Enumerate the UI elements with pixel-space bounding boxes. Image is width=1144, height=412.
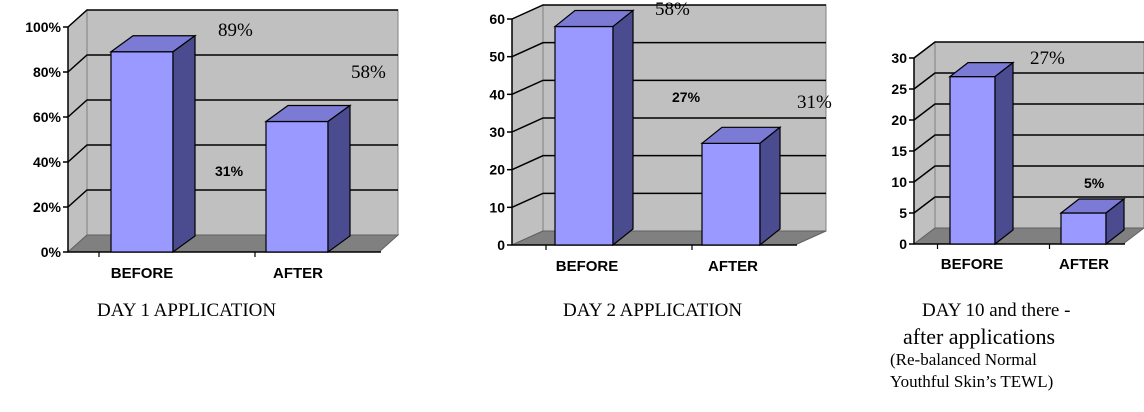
chart1-side-wall <box>67 8 88 254</box>
chart3-category-label: BEFORE <box>941 256 1004 273</box>
chart3-gridline <box>913 103 1144 121</box>
chart2-y-tick-label: 0 <box>497 237 505 253</box>
chart1-bar-before <box>110 51 174 253</box>
chart1-bar-side-before <box>172 34 196 254</box>
chart2-bar-after <box>701 142 761 246</box>
chart1-gridline <box>67 54 398 73</box>
chart1-y-tick-label: 100% <box>25 19 61 35</box>
chart3-bar-side-before <box>994 61 1014 246</box>
chart2-y-tick-label: 50 <box>489 49 505 65</box>
chart1-bar-side-after <box>327 104 351 254</box>
chart3-gridline <box>913 165 1144 183</box>
chart3-caption-line4: Youthful Skin’s TEWL) <box>890 372 1054 391</box>
chart2-y-tick-label: 10 <box>489 199 505 215</box>
chart2-gridline <box>511 4 826 20</box>
chart1-category-label: BEFORE <box>111 265 174 282</box>
chart2-y-tick-label: 40 <box>489 86 505 102</box>
chart2-caption: DAY 2 APPLICATION <box>563 300 743 321</box>
chart3-bar-before <box>949 75 996 245</box>
chart1-y-tick-label: 80% <box>33 64 62 80</box>
chart3-gridline <box>913 196 1144 214</box>
chart2-category-label: AFTER <box>708 258 758 275</box>
chart2-gridline <box>511 79 826 96</box>
chart3-y-tick-label: 20 <box>891 112 907 128</box>
chart3-y-tick-label: 15 <box>891 143 907 159</box>
chart1-y-tick-label: 0% <box>41 244 62 260</box>
chart3-annotation: 5% <box>1084 175 1105 191</box>
chart2-bar-side-before <box>612 9 634 247</box>
chart2-annotation: 58% <box>655 0 690 20</box>
chart1-bar-after <box>265 120 329 253</box>
chart3-y-tick-label: 0 <box>899 236 907 252</box>
chart3-annotation: 27% <box>1030 48 1065 69</box>
chart2-bar-side-after <box>759 126 781 247</box>
chart3-y-tick-label: 30 <box>891 50 907 66</box>
chart1-annotation: 58% <box>351 62 386 83</box>
chart1-caption: DAY 1 APPLICATION <box>97 300 277 321</box>
chart2-gridline <box>511 41 826 58</box>
chart1-gridline <box>67 9 398 28</box>
chart1-annotation: 31% <box>215 163 244 179</box>
chart2-category-label: BEFORE <box>556 258 619 275</box>
chart3-y-tick-label: 25 <box>891 81 907 97</box>
chart3-y-tick-label: 5 <box>899 205 907 221</box>
chart1-annotation: 89% <box>218 20 253 41</box>
chart3-gridline <box>913 72 1144 90</box>
chart3-bar-after <box>1060 212 1107 245</box>
chart1-y-tick-label: 20% <box>33 199 62 215</box>
chart1-y-tick-label: 60% <box>33 109 62 125</box>
chart2-y-tick-label: 60 <box>489 11 505 27</box>
chart1-category-label: AFTER <box>273 265 323 282</box>
chart3-bar-side-after <box>1105 197 1125 246</box>
chart2-annotation: 31% <box>797 92 832 113</box>
chart2-bar-before <box>554 25 614 246</box>
chart1-y-tick-label: 40% <box>33 154 62 170</box>
chart3-caption-line1: DAY 10 and there - <box>922 300 1071 321</box>
chart2-y-tick-label: 30 <box>489 124 505 140</box>
chart1-gridline <box>67 99 398 118</box>
chart2-y-tick-label: 20 <box>489 162 505 178</box>
chart3-gridline <box>913 41 1144 59</box>
chart3-category-label: AFTER <box>1059 256 1109 273</box>
chart3-caption-line3: (Re-balanced Normal <box>890 350 1037 369</box>
chart3-y-tick-label: 10 <box>891 174 907 190</box>
chart3-caption-line2: after applications <box>903 324 1056 349</box>
chart3-gridline <box>913 134 1144 152</box>
chart2-annotation: 27% <box>672 89 701 105</box>
chart2-gridline <box>511 117 826 133</box>
